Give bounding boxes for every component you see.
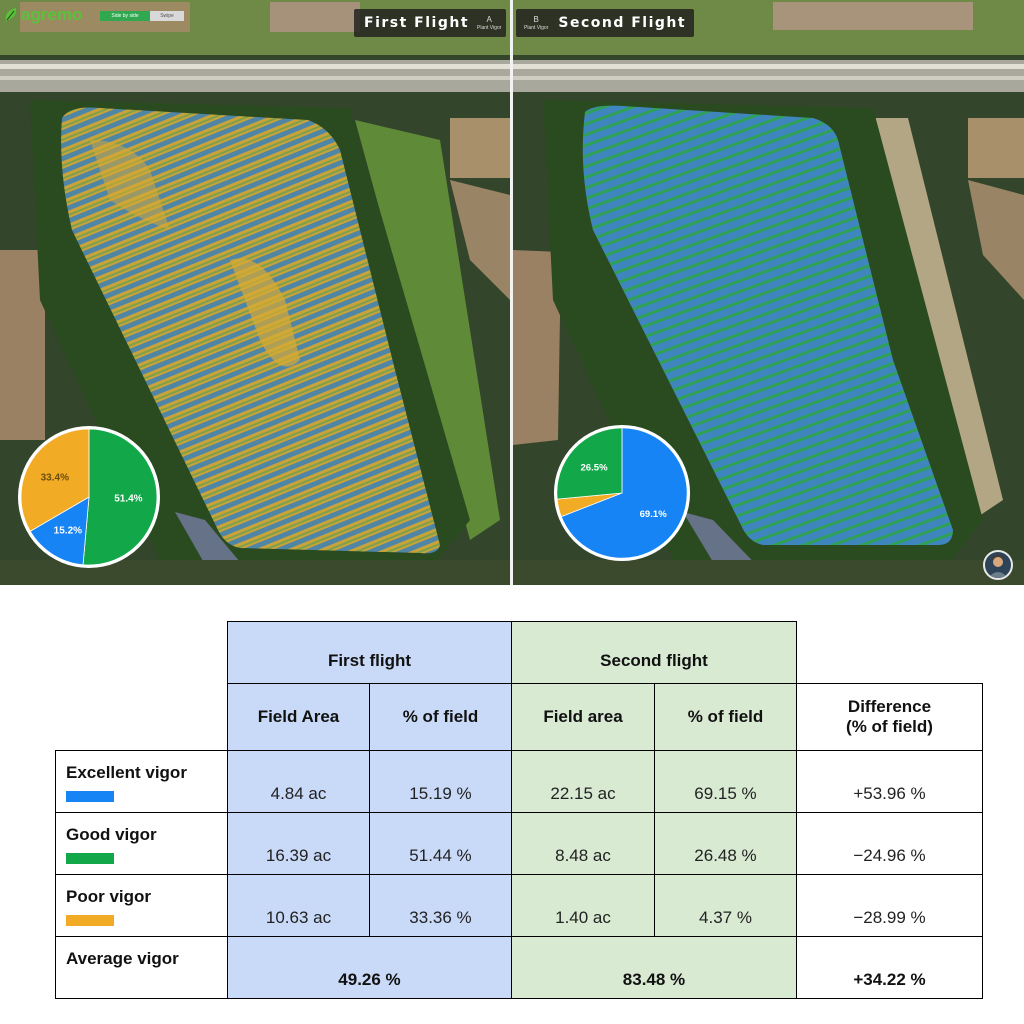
user-avatar[interactable] bbox=[983, 550, 1013, 580]
second-flight-area: 22.15 ac bbox=[511, 750, 655, 813]
row-label-cell: Excellent vigor bbox=[55, 750, 228, 813]
difference-header: Difference (% of field) bbox=[796, 683, 983, 751]
difference-value: +53.96 % bbox=[796, 750, 983, 813]
second-flight-layer-name: Plant Vigor bbox=[524, 24, 549, 31]
row-label: Good vigor bbox=[66, 825, 157, 844]
first-flight-layer-name: Plant Vigor bbox=[477, 24, 502, 31]
second-flight-orthomosaic bbox=[513, 0, 1024, 585]
view-mode-toggle: Side by side Swipe bbox=[100, 11, 184, 21]
first-flight-letter: A bbox=[486, 14, 492, 24]
average-label: Average vigor bbox=[55, 936, 228, 999]
brand-name: agremo bbox=[21, 5, 83, 24]
leaf-icon bbox=[5, 8, 17, 21]
difference-value: −24.96 % bbox=[796, 812, 983, 875]
side-by-side-button[interactable]: Side by side bbox=[100, 11, 150, 21]
second-flight-area: 1.40 ac bbox=[511, 874, 655, 937]
first-flight-pct: 15.19 % bbox=[369, 750, 512, 813]
poor-color-swatch bbox=[66, 915, 114, 926]
second-flight-title: Second Flight bbox=[558, 15, 687, 31]
average-difference: +34.22 % bbox=[796, 936, 983, 999]
swipe-button[interactable]: Swipe bbox=[150, 11, 184, 21]
table-row: Poor vigor 10.63 ac 33.36 % 1.40 ac 4.37… bbox=[55, 874, 983, 937]
second-flight-title-bar: B Plant Vigor Second Flight bbox=[516, 9, 694, 37]
second-flight-label-good: 26.5% bbox=[580, 462, 608, 473]
second-flight-layer-tag[interactable]: B Plant Vigor bbox=[516, 14, 549, 31]
second-flight-map[interactable]: 69.1% 26.5% bbox=[513, 0, 1024, 585]
first-flight-label-poor: 33.4% bbox=[41, 472, 69, 483]
table-corner-left bbox=[56, 684, 228, 751]
second-flight-area: 8.48 ac bbox=[511, 812, 655, 875]
table-row: Good vigor 16.39 ac 51.44 % 8.48 ac 26.4… bbox=[55, 812, 983, 875]
first-flight-label-excellent: 15.2% bbox=[54, 525, 82, 536]
row-label-cell: Poor vigor bbox=[55, 874, 228, 937]
first-flight-label-good: 51.4% bbox=[114, 494, 142, 505]
first-flight-vigor-pie-chart: 51.4% 15.2% 33.4% bbox=[18, 426, 160, 568]
second-flight-label-excellent: 69.1% bbox=[640, 509, 668, 520]
first-flight-area-header: Field Area bbox=[227, 683, 370, 751]
first-flight-slice-excellent bbox=[29, 496, 90, 566]
first-flight-pct: 51.44 % bbox=[369, 812, 512, 875]
second-flight-pct: 4.37 % bbox=[654, 874, 797, 937]
second-flight-vigor-pie-chart: 69.1% 26.5% bbox=[553, 424, 691, 562]
table-corner-right bbox=[797, 622, 983, 684]
second-flight-average: 83.48 % bbox=[511, 936, 797, 999]
first-flight-pct-header: % of field bbox=[369, 683, 512, 751]
excellent-color-swatch bbox=[66, 791, 114, 802]
second-flight-header: Second flight bbox=[511, 621, 797, 684]
first-flight-area: 16.39 ac bbox=[227, 812, 370, 875]
second-flight-letter: B bbox=[533, 14, 539, 24]
user-avatar-icon bbox=[988, 555, 1008, 578]
first-flight-slice-good bbox=[82, 428, 158, 566]
first-flight-title: First Flight bbox=[364, 15, 470, 31]
second-flight-pct: 26.48 % bbox=[654, 812, 797, 875]
second-flight-area-header: Field area bbox=[511, 683, 655, 751]
first-flight-layer-tag[interactable]: A Plant Vigor bbox=[477, 14, 502, 31]
first-flight-slice-poor bbox=[20, 428, 90, 532]
difference-value: −28.99 % bbox=[796, 874, 983, 937]
second-flight-pct: 69.15 % bbox=[654, 750, 797, 813]
first-flight-header: First flight bbox=[227, 621, 512, 684]
row-label: Excellent vigor bbox=[66, 763, 187, 782]
first-flight-area: 10.63 ac bbox=[227, 874, 370, 937]
row-label: Poor vigor bbox=[66, 887, 152, 906]
average-row: Average vigor 49.26 % 83.48 % +34.22 % bbox=[55, 936, 983, 999]
second-flight-slice-excellent bbox=[560, 427, 688, 559]
first-flight-title-bar: First Flight A Plant Vigor bbox=[354, 9, 506, 37]
second-flight-slice-good bbox=[556, 427, 623, 500]
first-flight-map[interactable]: agremo Side by side Swipe 51.4% 15.2% 33.4… bbox=[0, 0, 510, 585]
agremo-logo[interactable]: agremo bbox=[4, 5, 82, 25]
vigor-comparison-table: First flight Second flight Field Area % … bbox=[55, 621, 983, 999]
second-flight-pct-header: % of field bbox=[654, 683, 797, 751]
row-label-cell: Good vigor bbox=[55, 812, 228, 875]
first-flight-pct: 33.36 % bbox=[369, 874, 512, 937]
first-flight-average: 49.26 % bbox=[227, 936, 512, 999]
table-corner bbox=[56, 622, 228, 684]
compare-divider[interactable] bbox=[510, 0, 513, 585]
flight-comparison-maps: agremo Side by side Swipe 51.4% 15.2% 33.4… bbox=[0, 0, 1024, 585]
table-row: Excellent vigor 4.84 ac 15.19 % 22.15 ac… bbox=[55, 750, 983, 813]
first-flight-area: 4.84 ac bbox=[227, 750, 370, 813]
good-color-swatch bbox=[66, 853, 114, 864]
